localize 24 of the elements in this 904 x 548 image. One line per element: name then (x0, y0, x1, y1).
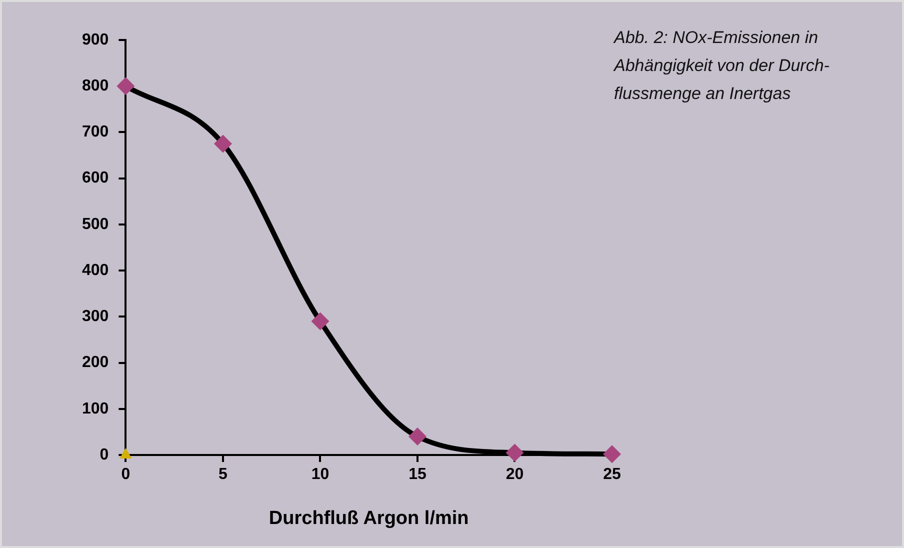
y-tick-label: 900 (82, 31, 109, 48)
x-axis-title: Durchfluß Argon l/min (268, 508, 469, 529)
point (603, 445, 621, 464)
x-tick-label: 5 (218, 466, 228, 484)
y-tick-label: 200 (82, 354, 109, 372)
point (506, 444, 524, 462)
point (116, 77, 135, 96)
y-tick-label: 0 (100, 446, 109, 464)
x-tick-label: 15 (408, 466, 426, 484)
y-tick-label: 400 (82, 262, 109, 279)
point (408, 428, 426, 446)
point (214, 134, 232, 153)
y-tick-label: 700 (82, 124, 109, 141)
x-tick-label: 0 (121, 466, 130, 484)
point (311, 312, 330, 330)
x-tick-label: 20 (506, 466, 524, 484)
x-tick-label: 25 (603, 466, 621, 484)
y-tick-label: 100 (82, 400, 109, 418)
x-tick-label: 10 (311, 466, 330, 484)
y-tick-label: 600 (82, 170, 109, 187)
caption: Abb. 2: NOx-Emissionen in Abhängigkeit von der Durch- flussmenge an Inertgas (614, 27, 830, 105)
y-tick-label: 800 (82, 78, 109, 95)
y-tick-label: 300 (82, 308, 109, 326)
y-tick-label: 500 (82, 216, 109, 233)
